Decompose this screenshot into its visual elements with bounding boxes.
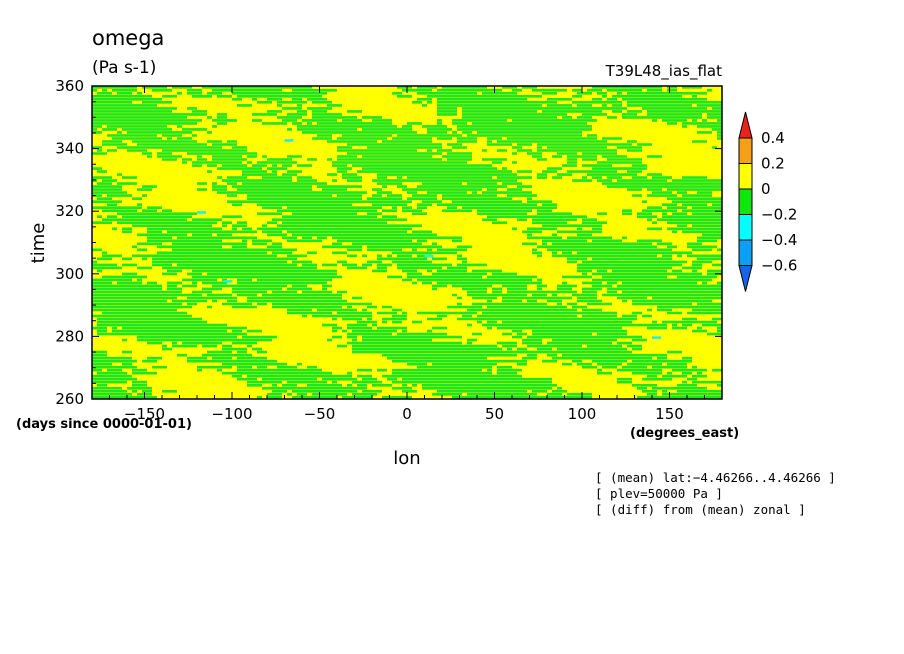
colorbar-label: 0 bbox=[761, 180, 771, 198]
note-plev: [ plev=50000 Pa ] bbox=[595, 486, 723, 501]
colorbar-label: −0.4 bbox=[761, 231, 797, 249]
note-diff: [ (diff) from (mean) zonal ] bbox=[595, 502, 806, 517]
chart-units: (Pa s-1) bbox=[92, 58, 156, 78]
colorbar-bin bbox=[738, 239, 753, 266]
colorbar-extend-max bbox=[738, 111, 753, 139]
colorbar-bin bbox=[738, 214, 753, 241]
dataset-label: T39L48_ias_flat bbox=[605, 62, 723, 81]
colorbar-label: 0.4 bbox=[761, 129, 785, 147]
colorbar-label: −0.2 bbox=[761, 206, 797, 224]
x-tick-label: −100 bbox=[211, 405, 252, 423]
note-lat-mean: [ (mean) lat:−4.46266..4.46266 ] bbox=[595, 470, 836, 485]
y-axis-label: time bbox=[28, 223, 49, 264]
colorbar-label: −0.6 bbox=[761, 257, 797, 275]
contour-field bbox=[92, 86, 722, 399]
colorbar-bin bbox=[738, 188, 753, 215]
y-tick-label: 280 bbox=[55, 327, 84, 345]
colorbar-bin bbox=[738, 137, 753, 164]
y-tick-label: 360 bbox=[55, 77, 84, 95]
strong-ascent-speck bbox=[197, 211, 206, 214]
colorbar-bin bbox=[738, 163, 753, 190]
chart-title: omega bbox=[92, 26, 164, 50]
strong-ascent-speck bbox=[284, 139, 294, 142]
x-tick-label: −50 bbox=[304, 405, 336, 423]
negative-omega-regions bbox=[92, 86, 722, 399]
y-axis-units: (days since 0000-01-01) bbox=[16, 417, 192, 432]
x-tick-label: 100 bbox=[568, 405, 597, 423]
x-axis-label: lon bbox=[393, 448, 420, 469]
strong-ascent-speck bbox=[424, 255, 434, 258]
x-tick-label: 0 bbox=[402, 405, 412, 423]
colorbar-label: 0.2 bbox=[761, 155, 785, 173]
x-tick-label: −150 bbox=[124, 405, 165, 423]
x-axis-units: (degrees_east) bbox=[630, 426, 739, 441]
notes: [ (mean) lat:−4.46266..4.46266 ] [ plev=… bbox=[595, 470, 836, 517]
colorbar-extend-min bbox=[738, 265, 753, 292]
colorbar: 0.4 0.2 0 −0.2 −0.4 −0.6 bbox=[738, 111, 797, 292]
plot-area bbox=[91, 85, 723, 400]
x-tick-label: 150 bbox=[655, 405, 684, 423]
y-tick-label: 300 bbox=[55, 265, 84, 283]
y-tick-label: 340 bbox=[55, 140, 84, 158]
strong-ascent-speck bbox=[223, 280, 233, 283]
strong-ascent-speck bbox=[652, 336, 661, 339]
y-tick-label: 260 bbox=[55, 390, 84, 408]
y-axis: 260 280 300 320 340 360 bbox=[55, 77, 722, 408]
y-tick-label: 320 bbox=[55, 202, 84, 220]
x-axis: −150 −100 −50 0 50 100 150 bbox=[109, 86, 705, 423]
x-tick-label: 50 bbox=[485, 405, 504, 423]
